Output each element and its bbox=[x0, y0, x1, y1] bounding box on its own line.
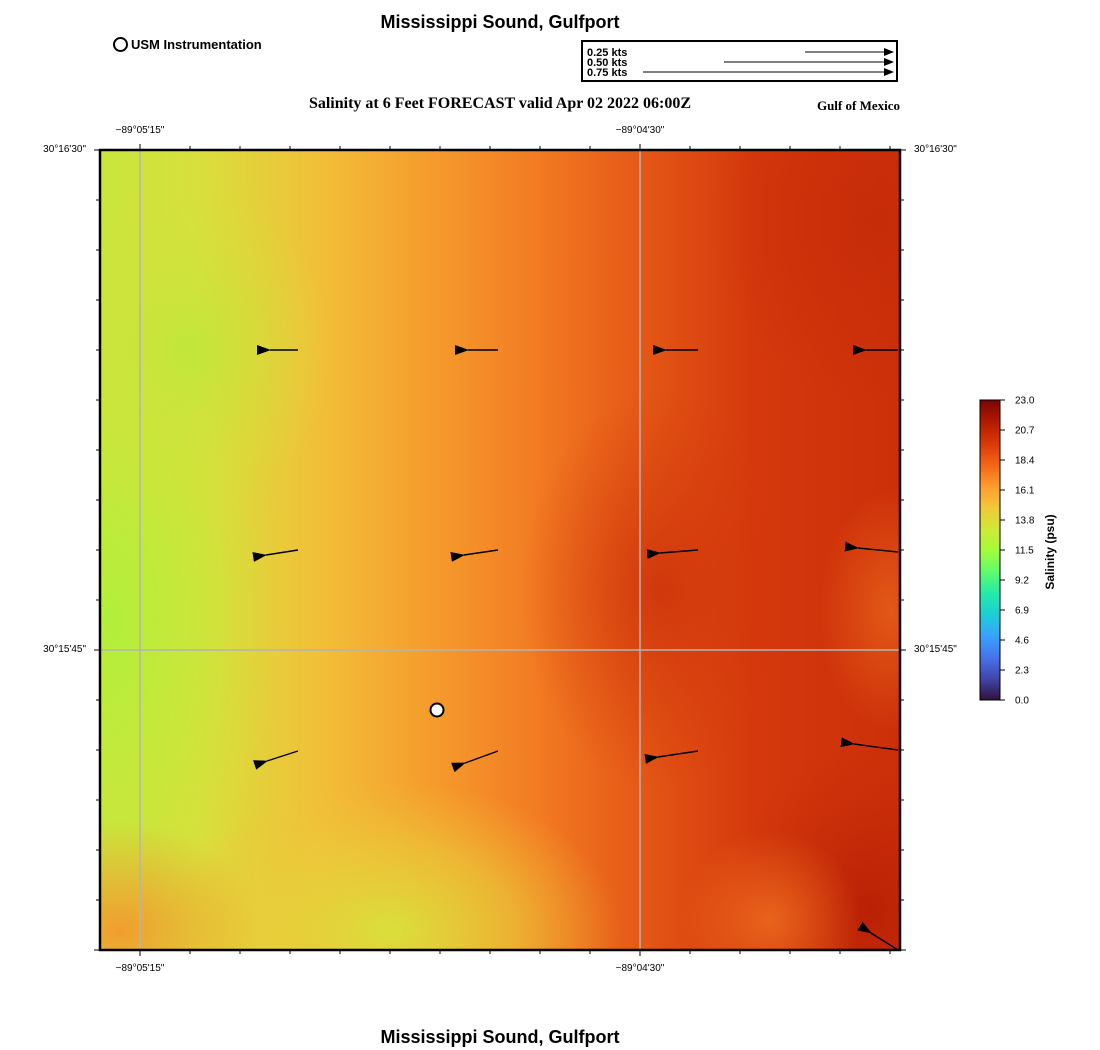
lat-tick-right-1: 30°16'30" bbox=[914, 144, 957, 155]
colorbar-tick-label: 16.1 bbox=[1015, 486, 1035, 497]
vector-legend-label-1: 0.25 kts bbox=[587, 47, 627, 59]
station-marker-icon bbox=[113, 37, 128, 52]
lon-tick-bottom-2: −89°04'30" bbox=[615, 963, 665, 974]
usm-station-marker[interactable] bbox=[429, 702, 445, 718]
current-vectors bbox=[252, 345, 899, 951]
colorbar-tick-label: 0.0 bbox=[1015, 696, 1029, 707]
current-vector bbox=[252, 549, 299, 562]
colorbar-tick-label: 9.2 bbox=[1015, 576, 1029, 587]
colorbar-tick-label: 20.7 bbox=[1015, 426, 1035, 437]
footer-title: Mississippi Sound, Gulfport bbox=[380, 1027, 620, 1047]
salinity-field bbox=[100, 150, 900, 950]
current-vector bbox=[857, 921, 899, 951]
vector-legend-label-3: 0.75 kts bbox=[587, 67, 627, 79]
lat-tick-left-2: 30°15'45" bbox=[43, 644, 86, 655]
station-legend: USM Instrumentation bbox=[113, 37, 262, 52]
current-vector bbox=[451, 750, 499, 773]
colorbar-scale bbox=[979, 399, 1001, 701]
lon-tick-top-1: −89°05'15" bbox=[115, 125, 165, 136]
lon-tick-top-2: −89°04'30" bbox=[615, 125, 665, 136]
colorbar-tick-label: 18.4 bbox=[1015, 456, 1035, 467]
station-legend-label: USM Instrumentation bbox=[131, 37, 262, 52]
current-vector bbox=[644, 750, 699, 764]
colorbar-tick-label: 23.0 bbox=[1015, 396, 1035, 407]
colorbar-ticks: 0.0 2.3 4.6 6.9 9.2 11.5 13.8 16.1 18.4 20.7 23.0 bbox=[1000, 396, 1035, 707]
colorbar-tick-label: 2.3 bbox=[1015, 666, 1029, 677]
lon-tick-bottom-1: −89°05'15" bbox=[115, 963, 165, 974]
colorbar-tick-label: 11.5 bbox=[1015, 546, 1034, 557]
graticule bbox=[100, 150, 900, 950]
colorbar-tick-label: 13.8 bbox=[1015, 516, 1035, 527]
current-vector bbox=[253, 750, 299, 770]
map-title: Mississippi Sound, Gulfport bbox=[380, 12, 620, 32]
map-subtitle: Salinity at 6 Feet FORECAST valid Apr 02… bbox=[308, 95, 692, 112]
vector-legend-label-2: 0.50 kts bbox=[587, 57, 627, 69]
colorbar-tick-label: 4.6 bbox=[1015, 636, 1029, 647]
colorbar-label: Salinity (psu) bbox=[1043, 514, 1057, 590]
lat-tick-left-1: 30°16'30" bbox=[43, 144, 86, 155]
colorbar-tick-label: 6.9 bbox=[1015, 606, 1029, 617]
lat-tick-right-2: 30°15'45" bbox=[914, 644, 957, 655]
current-vector bbox=[844, 541, 899, 553]
map-frame bbox=[98, 148, 902, 952]
salinity-map bbox=[94, 144, 906, 956]
region-label: Gulf of Mexico bbox=[816, 98, 900, 113]
vector-scale-legend: 0.25 kts 0.50 kts 0.75 kts bbox=[581, 40, 898, 82]
current-vector bbox=[646, 549, 699, 560]
vector-scale-arrows: 0.25 kts 0.50 kts 0.75 kts bbox=[587, 47, 894, 79]
current-vector bbox=[450, 549, 499, 562]
frame-ticks bbox=[94, 144, 906, 956]
salinity-colorbar: 0.0 2.3 4.6 6.9 9.2 11.5 13.8 16.1 18.4 20.7 23.0 bbox=[979, 396, 1035, 707]
current-vector bbox=[840, 737, 899, 751]
